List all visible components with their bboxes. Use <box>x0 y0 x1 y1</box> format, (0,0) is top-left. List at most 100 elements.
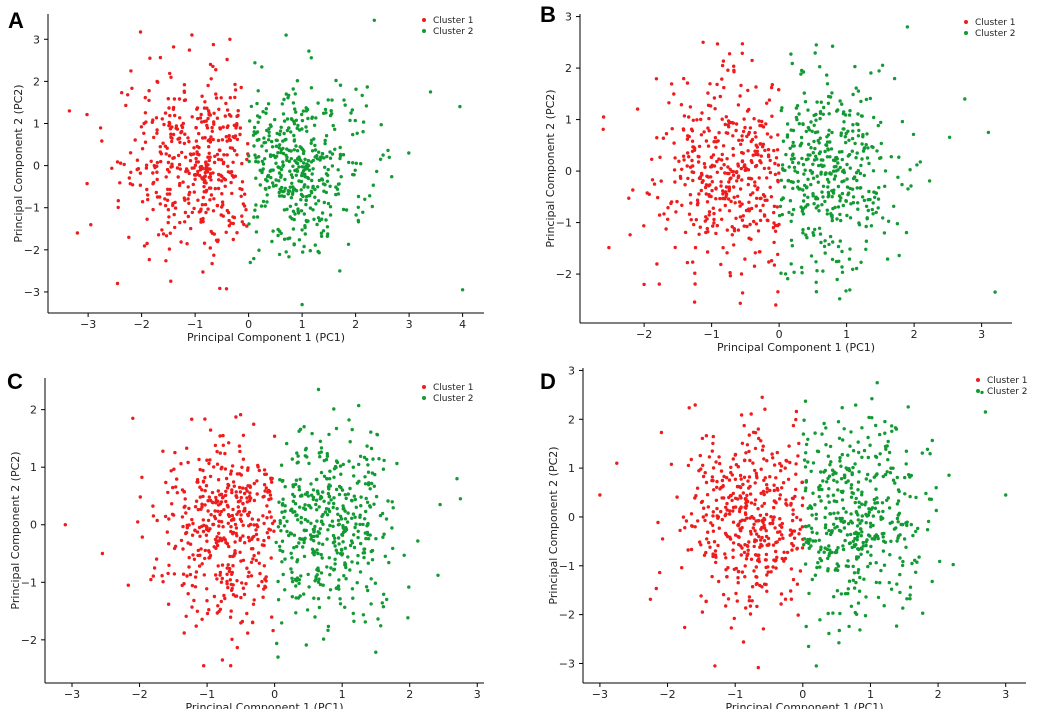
data-point <box>796 454 800 458</box>
data-point <box>351 512 356 516</box>
data-point <box>322 458 326 463</box>
data-point <box>290 579 295 584</box>
data-point <box>254 532 259 537</box>
data-point <box>315 508 319 512</box>
data-point <box>882 531 886 536</box>
data-point <box>729 626 733 630</box>
data-point <box>692 300 697 304</box>
data-point <box>229 114 233 118</box>
data-point <box>305 129 309 133</box>
data-point <box>694 218 698 222</box>
data-point <box>720 63 725 68</box>
data-point <box>734 128 738 133</box>
data-point <box>706 530 710 534</box>
y-axis-label-c: Principal Component 2 (PC2) <box>9 451 22 609</box>
data-point <box>228 138 233 143</box>
data-point <box>382 458 386 463</box>
data-point <box>285 155 289 160</box>
data-point <box>270 476 274 481</box>
data-point <box>366 588 370 593</box>
x-tick-label: 4 <box>459 318 466 331</box>
data-point <box>307 49 311 53</box>
data-point <box>216 489 220 493</box>
data-point <box>127 176 131 180</box>
data-point <box>290 556 294 560</box>
data-point <box>340 488 345 492</box>
data-point <box>735 170 739 174</box>
data-point <box>752 569 756 573</box>
data-point <box>234 490 238 494</box>
data-point <box>312 123 317 128</box>
data-point <box>366 537 371 541</box>
data-point <box>768 475 772 479</box>
data-point <box>779 602 783 606</box>
data-point <box>925 447 930 451</box>
data-point <box>285 147 289 151</box>
data-point <box>196 198 200 202</box>
data-point <box>220 138 225 142</box>
data-point <box>213 509 217 513</box>
data-point <box>832 177 837 181</box>
data-point <box>867 189 871 194</box>
data-point <box>759 467 763 471</box>
data-point <box>252 422 256 426</box>
data-point <box>854 612 859 616</box>
data-point <box>882 231 887 235</box>
data-point <box>871 523 875 528</box>
data-point <box>242 222 246 227</box>
data-point <box>330 164 335 168</box>
data-point <box>744 606 748 610</box>
data-point <box>238 126 242 130</box>
data-point <box>214 495 218 500</box>
data-point <box>834 259 839 264</box>
data-point <box>816 180 820 184</box>
data-point <box>291 499 295 503</box>
data-point <box>234 126 238 130</box>
data-point <box>790 244 794 248</box>
data-point <box>280 194 284 198</box>
panel-letter-c: C <box>7 369 23 394</box>
data-point <box>201 494 205 499</box>
data-point <box>227 514 232 518</box>
data-point <box>784 458 788 463</box>
data-point <box>255 114 260 118</box>
data-point <box>319 571 324 575</box>
data-point <box>838 199 842 203</box>
data-point <box>864 239 869 243</box>
data-point <box>830 218 834 223</box>
data-point <box>355 581 359 585</box>
data-point <box>304 198 308 202</box>
data-point <box>373 472 377 477</box>
data-point <box>278 544 282 549</box>
y-tick-label: 0 <box>565 165 572 178</box>
data-point <box>934 508 938 513</box>
data-point <box>180 583 184 588</box>
data-point <box>333 147 337 151</box>
data-point <box>126 583 130 587</box>
data-point <box>690 170 694 174</box>
data-point <box>270 480 274 484</box>
data-point <box>202 664 206 668</box>
data-point <box>689 218 693 222</box>
data-point <box>309 521 313 525</box>
data-point <box>748 458 752 463</box>
data-point <box>267 535 271 540</box>
data-point <box>712 488 716 492</box>
data-point <box>264 486 268 490</box>
data-point <box>261 162 266 166</box>
data-point <box>814 664 818 668</box>
data-point <box>164 259 168 263</box>
data-point <box>142 244 147 248</box>
data-point <box>270 239 274 244</box>
data-point <box>262 483 267 487</box>
data-point <box>813 573 818 577</box>
data-point <box>840 265 844 269</box>
data-point <box>781 196 785 200</box>
data-point <box>184 614 188 618</box>
data-point <box>764 512 769 517</box>
data-point <box>235 579 239 583</box>
data-point <box>326 528 330 532</box>
data-point <box>838 212 842 217</box>
data-point <box>167 215 171 219</box>
data-point <box>826 611 830 616</box>
